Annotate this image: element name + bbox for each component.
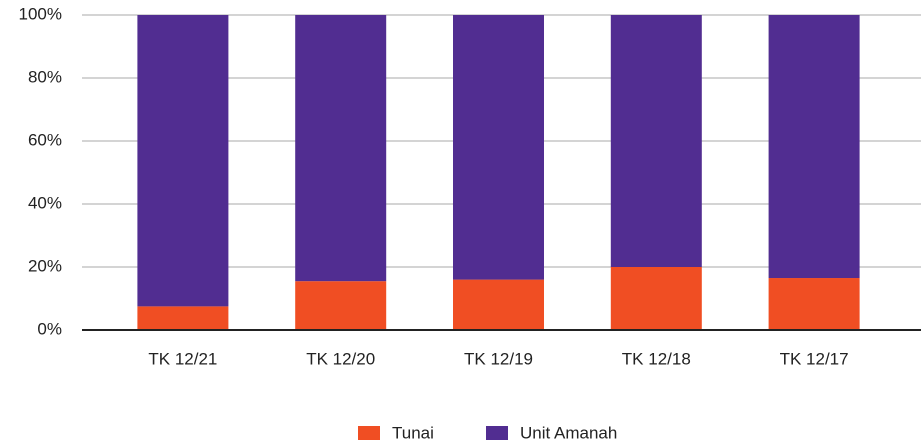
bar-segment xyxy=(453,279,544,330)
bar-segment xyxy=(453,15,544,280)
bar-segment xyxy=(137,306,229,330)
legend-swatch xyxy=(358,426,380,440)
bar-segment xyxy=(768,278,860,330)
y-tick-label: 80% xyxy=(28,67,62,86)
y-tick-label: 100% xyxy=(19,4,62,23)
x-tick-label: TK 12/18 xyxy=(622,349,691,368)
y-tick-label: 40% xyxy=(28,193,62,212)
y-tick-label: 60% xyxy=(28,130,62,149)
legend-label: Tunai xyxy=(392,423,434,442)
legend-swatch xyxy=(486,426,508,440)
bar-segment xyxy=(610,15,702,267)
bar-segment xyxy=(610,267,702,330)
y-tick-label: 0% xyxy=(37,319,62,338)
x-tick-label: TK 12/19 xyxy=(464,349,533,368)
x-tick-label: TK 12/17 xyxy=(780,349,849,368)
bar-segment xyxy=(295,281,387,330)
x-tick-label: TK 12/21 xyxy=(148,349,217,368)
x-tick-label: TK 12/20 xyxy=(306,349,375,368)
legend-label: Unit Amanah xyxy=(520,423,617,442)
bar-segment xyxy=(137,15,229,307)
bar-segment xyxy=(768,15,860,279)
bar-segment xyxy=(295,15,387,282)
y-tick-label: 20% xyxy=(28,256,62,275)
